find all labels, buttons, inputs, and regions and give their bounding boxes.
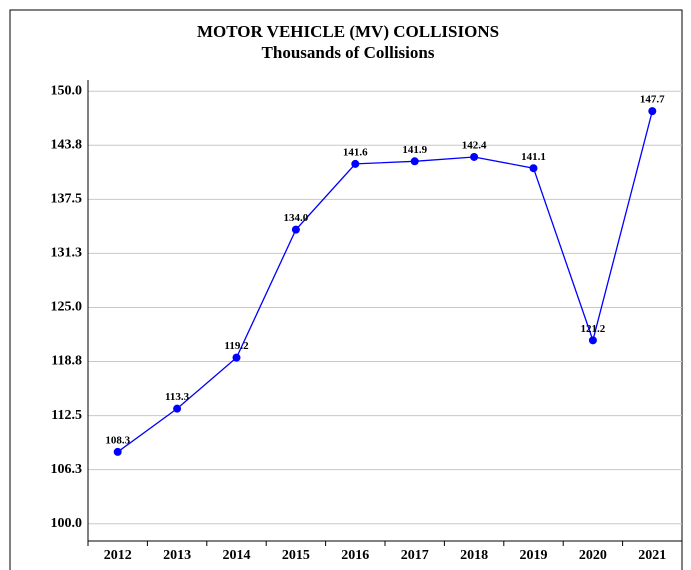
value-label: 119.2: [224, 340, 249, 352]
y-tick-label: 125.0: [51, 300, 83, 315]
x-tick-label: 2013: [163, 548, 191, 563]
marker: [173, 404, 182, 413]
y-tick-label: 150.0: [51, 83, 83, 98]
marker: [470, 152, 479, 161]
y-tick-label: 143.8: [51, 138, 83, 153]
y-tick-label: 131.3: [51, 246, 83, 261]
x-tick-label: 2014: [223, 548, 251, 563]
marker: [588, 336, 597, 345]
x-tick-label: 2016: [341, 548, 369, 563]
x-tick-label: 2015: [282, 548, 310, 563]
value-label: 141.1: [521, 151, 546, 163]
value-label: 142.4: [462, 140, 487, 152]
value-label: 134.0: [284, 212, 309, 224]
x-tick-label: 2019: [520, 548, 548, 563]
value-label: 141.9: [402, 144, 427, 156]
marker: [529, 164, 538, 173]
value-label: 108.3: [105, 434, 130, 446]
x-tick-label: 2017: [401, 548, 429, 563]
x-tick-label: 2012: [104, 548, 132, 563]
y-tick-label: 112.5: [51, 408, 82, 423]
value-label: 147.7: [640, 94, 665, 106]
value-label: 113.3: [165, 391, 190, 403]
x-tick-label: 2018: [460, 548, 488, 563]
y-tick-label: 106.3: [51, 462, 83, 477]
chart-subtitle: Thousands of Collisions: [262, 43, 435, 62]
frame: [9, 9, 683, 570]
value-label: 121.2: [581, 323, 606, 335]
marker: [351, 159, 360, 168]
marker: [232, 353, 241, 362]
y-tick-label: 118.8: [51, 354, 82, 369]
x-tick-label: 2021: [638, 548, 666, 563]
x-tick-label: 2020: [579, 548, 607, 563]
line: [117, 110, 653, 453]
y-tick-label: 100.0: [51, 516, 83, 531]
marker: [410, 157, 419, 166]
chart-title: MOTOR VEHICLE (MV) COLLISIONS: [197, 22, 499, 41]
marker: [113, 447, 122, 456]
y-tick-label: 137.5: [51, 192, 83, 207]
value-label: 141.6: [343, 146, 368, 158]
marker: [291, 225, 300, 234]
marker: [648, 107, 657, 116]
